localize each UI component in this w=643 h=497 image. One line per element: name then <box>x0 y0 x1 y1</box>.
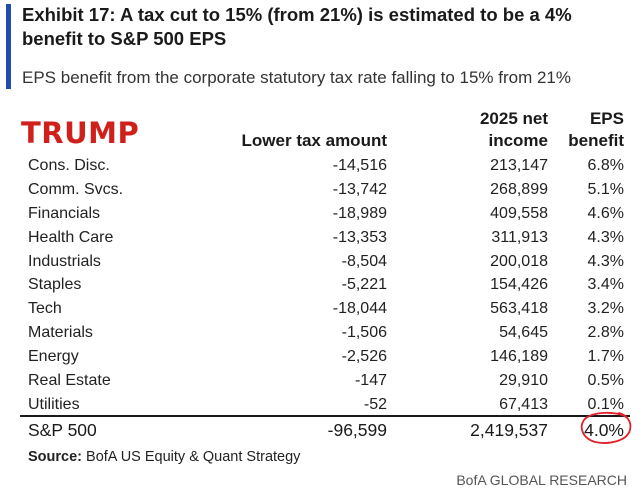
row-lower-tax-amount: -18,989 <box>332 204 387 222</box>
row-net-income: 409,558 <box>490 204 548 222</box>
trump-annotation: TRUMP <box>21 116 140 150</box>
source-note: Source: BofA US Equity & Quant Strategy <box>28 447 300 467</box>
row-eps-benefit: 3.2% <box>587 300 624 318</box>
total-net-income: 2,419,537 <box>470 420 548 440</box>
total-sector: S&P 500 <box>28 420 97 440</box>
title-accent-bar <box>6 4 11 89</box>
row-net-income: 213,147 <box>490 157 548 174</box>
row-net-income: 54,645 <box>499 324 548 342</box>
table-row: Staples -5,221 154,426 3.4% <box>0 273 643 297</box>
row-eps-benefit: 6.8% <box>587 157 624 174</box>
row-net-income: 146,189 <box>490 348 548 366</box>
row-eps-benefit: 5.1% <box>587 180 624 198</box>
row-lower-tax-amount: -2,526 <box>341 348 387 366</box>
exhibit-subtitle: EPS benefit from the corporate statutory… <box>22 68 571 87</box>
row-net-income: 268,899 <box>490 180 548 198</box>
row-eps-benefit: 2.8% <box>587 324 624 342</box>
row-eps-benefit: 0.1% <box>587 395 624 413</box>
header-eps-benefit: EPS benefit <box>568 109 624 150</box>
row-lower-tax-amount: -8,504 <box>341 252 387 270</box>
table-body: Cons. Disc. -14,516 213,147 6.8% Comm. Svcs.… <box>0 154 643 417</box>
row-sector: Staples <box>28 276 82 294</box>
row-eps-benefit: 4.3% <box>587 228 624 246</box>
row-sector: Real Estate <box>28 372 111 390</box>
row-eps-benefit: 3.4% <box>587 276 624 294</box>
row-sector: Cons. Disc. <box>28 157 110 174</box>
row-lower-tax-amount: -147 <box>354 372 387 390</box>
total-row: S&P 500 -96,599 2,419,537 4.0% <box>0 418 643 442</box>
row-lower-tax-amount: -13,742 <box>332 180 387 198</box>
source-text: BofA US Equity & Quant Strategy <box>82 449 301 465</box>
table-row: Financials -18,989 409,558 4.6% <box>0 202 643 226</box>
table-row: Comm. Svcs. -13,742 268,899 5.1% <box>0 178 643 202</box>
row-sector: Health Care <box>28 228 114 246</box>
row-lower-tax-amount: -18,044 <box>332 300 387 318</box>
row-sector: Energy <box>28 348 79 366</box>
table-row: Utilities -52 67,413 0.1% <box>0 393 643 417</box>
row-lower-tax-amount: -1,506 <box>341 324 387 342</box>
row-lower-tax-amount: -13,353 <box>332 228 387 246</box>
row-sector: Industrials <box>28 252 101 270</box>
row-eps-benefit: 0.5% <box>587 372 624 390</box>
total-lower-tax-amount: -96,599 <box>327 420 387 440</box>
row-net-income: 311,913 <box>491 228 548 246</box>
highlight-circle <box>580 411 632 444</box>
row-net-income: 154,426 <box>490 276 548 294</box>
row-net-income: 29,910 <box>499 372 548 390</box>
table-row: Tech -18,044 563,418 3.2% <box>0 297 643 321</box>
table-row: Energy -2,526 146,189 1.7% <box>0 345 643 369</box>
row-net-income: 200,018 <box>490 252 548 270</box>
row-eps-benefit: 4.6% <box>587 204 624 222</box>
row-sector: Financials <box>28 204 101 222</box>
header-2025-net-income: 2025 net income <box>479 109 548 150</box>
row-lower-tax-amount: -52 <box>363 395 387 413</box>
source-label: Source: <box>28 449 82 465</box>
row-sector: Comm. Svcs. <box>28 180 124 198</box>
total-divider <box>20 415 630 417</box>
exhibit-title: Exhibit 17: A tax cut to 15% (from 21%) … <box>22 4 572 49</box>
row-eps-benefit: 4.3% <box>587 252 624 270</box>
brand-label: BofA GLOBAL RESEARCH <box>456 472 627 488</box>
table-row: Cons. Disc. -14,516 213,147 6.8% <box>0 154 643 178</box>
row-sector: Materials <box>28 324 93 342</box>
row-lower-tax-amount: -5,221 <box>341 276 387 294</box>
table-row: Materials -1,506 54,645 2.8% <box>0 321 643 345</box>
total-eps-benefit: 4.0% <box>584 420 624 440</box>
table-row: Health Care -13,353 311,913 4.3% <box>0 226 643 250</box>
row-eps-benefit: 1.7% <box>587 348 624 366</box>
row-net-income: 563,418 <box>490 300 548 318</box>
header-lower-tax-amount: Lower tax amount <box>241 131 387 150</box>
table-row: Industrials -8,504 200,018 4.3% <box>0 250 643 274</box>
row-lower-tax-amount: -14,516 <box>332 157 387 174</box>
row-net-income: 67,413 <box>499 395 548 413</box>
row-sector: Tech <box>28 300 62 318</box>
table-row: Real Estate -147 29,910 0.5% <box>0 369 643 393</box>
row-sector: Utilities <box>28 395 80 413</box>
